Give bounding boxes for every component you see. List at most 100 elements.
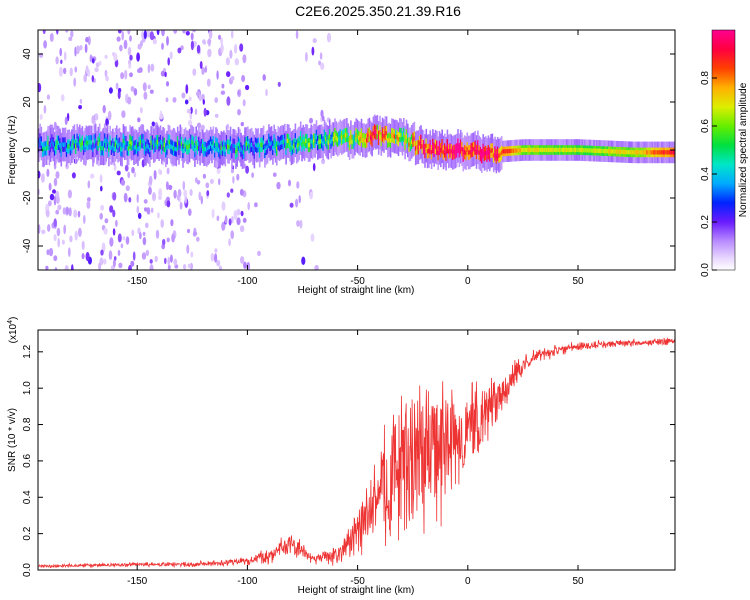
spectrogram-cell bbox=[330, 139, 332, 144]
spectrogram-cell bbox=[299, 136, 302, 141]
spectrogram-cell bbox=[201, 66, 205, 75]
spectrogram-cell bbox=[387, 138, 389, 143]
spectrogram-cell bbox=[105, 142, 107, 147]
spectrogram-cell bbox=[128, 59, 132, 65]
spectrogram-cell bbox=[397, 137, 400, 142]
spectrogram-cell bbox=[95, 62, 100, 68]
spectrogram-cell bbox=[150, 63, 155, 72]
spectrogram-cell bbox=[465, 150, 467, 156]
spectrogram-cell bbox=[373, 129, 376, 134]
spectrogram-cell bbox=[204, 67, 207, 73]
spectrogram-cell bbox=[79, 139, 81, 144]
spectrogram-cell bbox=[474, 145, 476, 150]
spectrogram-cell bbox=[637, 150, 639, 155]
spectrogram-cell bbox=[314, 138, 316, 143]
spectrogram-cell bbox=[615, 149, 618, 154]
spectrogram-cell bbox=[407, 138, 409, 143]
spectrogram-cell bbox=[262, 140, 265, 145]
spectrogram-cell bbox=[672, 150, 675, 155]
spectrogram-cell bbox=[250, 142, 253, 147]
spectrogram-cell bbox=[635, 150, 638, 155]
spectrogram-cell bbox=[527, 147, 529, 153]
spectrogram-cell bbox=[220, 145, 223, 151]
spectrogram-cell bbox=[188, 96, 192, 102]
spectrogram-cell bbox=[438, 145, 441, 150]
spectrogram-cell bbox=[127, 171, 131, 179]
spectrogram-cell bbox=[105, 118, 109, 127]
spectrogram-cell bbox=[568, 147, 570, 153]
spectrogram-cell bbox=[213, 148, 216, 153]
spectrogram-cell bbox=[572, 147, 574, 153]
spectrogram-cell bbox=[581, 148, 584, 153]
spectrogram-cell bbox=[165, 148, 167, 153]
spectrogram-cell bbox=[119, 44, 123, 52]
spectrogram-cell bbox=[588, 148, 590, 153]
spectrogram-cell bbox=[536, 147, 539, 153]
spectrogram-cell bbox=[157, 212, 160, 219]
colorbar-tick-label: 0.4 bbox=[700, 167, 711, 181]
spectrogram-cell bbox=[319, 139, 322, 144]
spectrogram-cell bbox=[207, 48, 212, 58]
spectrogram-cell bbox=[139, 232, 142, 240]
spectrogram-cell bbox=[190, 139, 192, 144]
spectrogram-cell bbox=[214, 97, 218, 104]
spectrogram-cell bbox=[571, 147, 573, 153]
spectrogram-cell bbox=[531, 147, 533, 153]
spectrogram-cell bbox=[94, 138, 97, 143]
spectrogram-cell bbox=[153, 143, 155, 149]
spectrogram-cell bbox=[266, 144, 269, 149]
spectrogram-cell bbox=[51, 139, 53, 144]
spectrogram-cell bbox=[102, 105, 106, 114]
spectrogram-cell bbox=[121, 110, 126, 118]
spectrogram-cell bbox=[53, 121, 57, 131]
spectrogram-cell bbox=[340, 135, 343, 141]
spectrogram-cell bbox=[467, 150, 470, 155]
spectrogram-cell bbox=[631, 150, 634, 155]
spectrogram-cell bbox=[342, 134, 344, 140]
spectrogram-cell bbox=[158, 141, 160, 147]
spectrogram-cell bbox=[481, 154, 483, 159]
spectrogram-cell bbox=[41, 229, 46, 235]
spectrogram-cell bbox=[56, 227, 61, 237]
spectrogram-cell bbox=[633, 150, 635, 155]
spectrogram-cell bbox=[177, 47, 182, 54]
spectrogram-cell bbox=[561, 147, 564, 153]
spectrogram-cell bbox=[86, 200, 91, 209]
x-tick-label: 0 bbox=[465, 276, 471, 287]
spectrogram-cell bbox=[496, 151, 499, 156]
spectrogram-cell bbox=[128, 63, 132, 69]
spectrogram-cell bbox=[72, 140, 74, 145]
spectrogram-cell bbox=[405, 134, 408, 139]
spectrogram-cell bbox=[118, 142, 121, 147]
spectrogram-cell bbox=[186, 244, 190, 254]
spectrogram-cell bbox=[214, 253, 218, 263]
spectrogram-cell bbox=[168, 140, 171, 145]
spectrogram-cell bbox=[49, 32, 54, 42]
spectrogram-cell bbox=[301, 142, 303, 147]
spectrogram-cell bbox=[336, 137, 339, 142]
spectrogram-cell bbox=[515, 148, 517, 153]
spectrogram-cell bbox=[577, 147, 580, 153]
spectrogram-cell bbox=[458, 148, 461, 153]
spectrogram-cell bbox=[118, 262, 123, 269]
spectrogram-cell bbox=[166, 145, 168, 150]
spectrogram-cell bbox=[196, 122, 202, 129]
spectrogram-cell bbox=[485, 150, 487, 156]
spectrogram-cell bbox=[136, 205, 140, 214]
spectrogram-cell bbox=[578, 147, 581, 153]
spectrogram-cell bbox=[194, 108, 198, 115]
spectrogram-cell bbox=[202, 39, 206, 44]
spectrogram-cell bbox=[408, 142, 410, 147]
y-tick-label: 0.8 bbox=[22, 417, 33, 431]
colorbar-gradient bbox=[711, 29, 736, 271]
spectrogram-cell bbox=[236, 147, 238, 153]
spectrogram-cell bbox=[448, 149, 450, 154]
spectrogram-cell bbox=[191, 140, 193, 145]
spectrogram-cell bbox=[445, 151, 447, 156]
spectrogram-cell bbox=[57, 237, 60, 248]
spectrogram-cell bbox=[77, 210, 81, 218]
spectrogram-cell bbox=[145, 222, 149, 228]
spectrogram-cell bbox=[410, 139, 413, 144]
spectrogram-cell bbox=[47, 140, 49, 145]
spectrogram-cell bbox=[251, 172, 254, 178]
